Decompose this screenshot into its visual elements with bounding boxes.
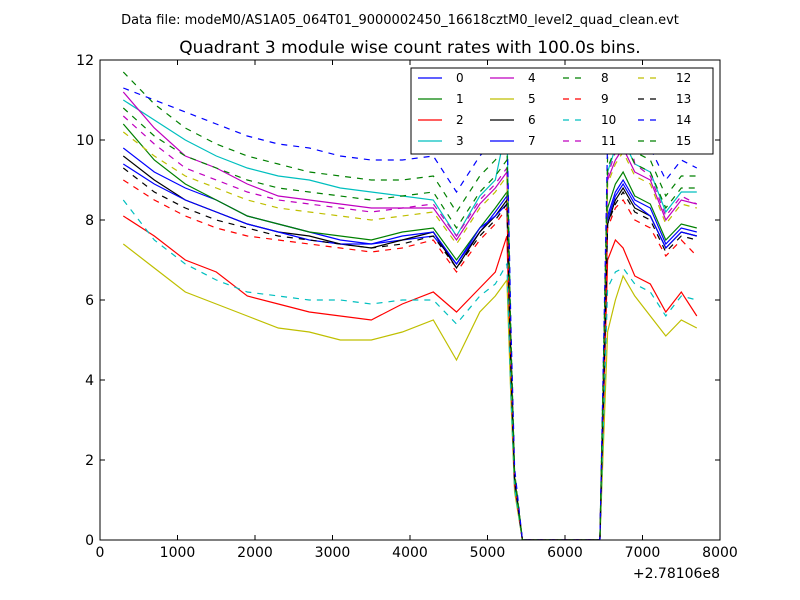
- y-tick-label: 0: [85, 533, 94, 549]
- legend-label-1: 1: [456, 92, 464, 106]
- series-line-10: [122, 199, 697, 540]
- legend-label-15: 15: [676, 134, 691, 148]
- series-line-7: [122, 163, 697, 540]
- chart-suptitle: Data file: modeM0/AS1A05_064T01_90000024…: [121, 13, 679, 28]
- legend-label-4: 4: [528, 71, 536, 85]
- x-tick-label: 4000: [392, 545, 428, 561]
- legend-label-0: 0: [456, 71, 464, 85]
- y-tick-label: 10: [76, 133, 94, 149]
- y-tick-label: 4: [85, 373, 94, 389]
- series-line-1: [122, 123, 697, 540]
- series-line-4: [122, 91, 697, 540]
- series-line-12: [122, 131, 697, 540]
- legend-label-2: 2: [456, 113, 464, 127]
- x-tick-label: 1000: [160, 545, 196, 561]
- legend-label-5: 5: [528, 92, 536, 106]
- legend-label-11: 11: [601, 134, 616, 148]
- x-tick-label: 0: [96, 545, 105, 561]
- x-tick-label: 6000: [547, 545, 583, 561]
- y-tick-label: 8: [85, 213, 94, 229]
- x-axis-offset-label: +2.78106e8: [633, 566, 720, 582]
- y-tick-label: 2: [85, 453, 94, 469]
- legend-label-7: 7: [528, 134, 536, 148]
- chart-title: Quadrant 3 module wise count rates with …: [179, 38, 640, 58]
- series-line-2: [122, 215, 698, 540]
- legend-label-12: 12: [676, 71, 691, 85]
- x-tick-label: 8000: [702, 545, 738, 561]
- legend-label-10: 10: [601, 113, 616, 127]
- legend-label-8: 8: [601, 71, 609, 85]
- x-tick-label: 3000: [315, 545, 351, 561]
- series-line-5: [122, 243, 698, 540]
- y-tick-label: 6: [85, 293, 94, 309]
- x-tick-label: 2000: [237, 545, 273, 561]
- legend-label-3: 3: [456, 134, 464, 148]
- legend-label-6: 6: [528, 113, 536, 127]
- x-tick-label: 5000: [470, 545, 506, 561]
- x-tick-label: 7000: [625, 545, 661, 561]
- plot-area: 0 1000 2000 3000 4000 5000 6000 7000 80000246810…: [76, 53, 738, 561]
- legend-label-13: 13: [676, 92, 691, 106]
- y-tick-label: 12: [76, 53, 94, 69]
- legend-label-9: 9: [601, 92, 609, 106]
- legend-label-14: 14: [676, 113, 691, 127]
- legend-box: [410, 67, 714, 155]
- series-line-14: [123, 87, 698, 540]
- series-line-9: [122, 179, 698, 540]
- series-line-13: [122, 167, 697, 540]
